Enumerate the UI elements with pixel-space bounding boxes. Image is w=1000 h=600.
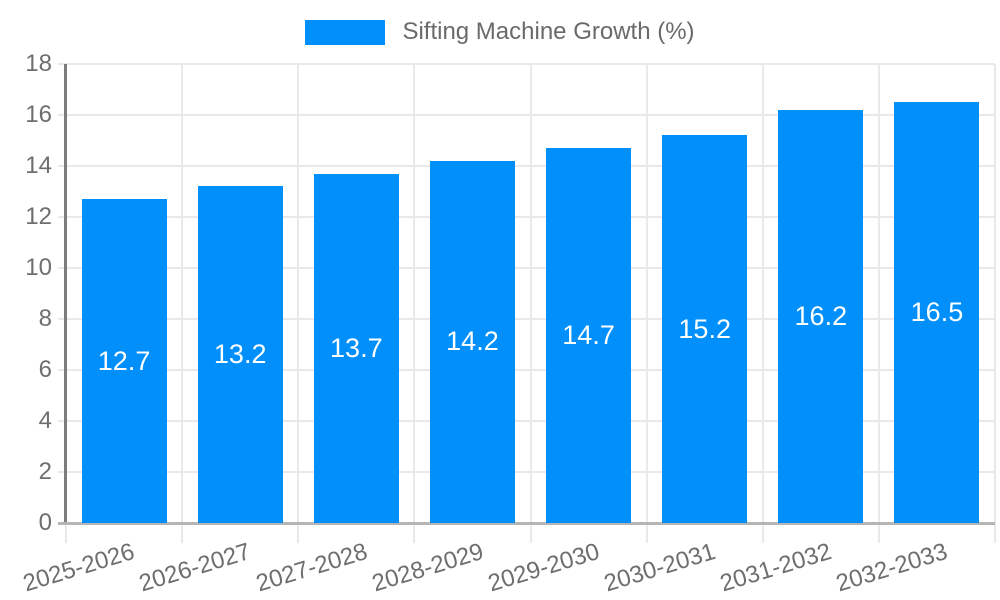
gridline-v [297, 64, 300, 543]
bar-value-label: 16.2 [794, 300, 848, 331]
gridline-v [994, 64, 996, 543]
gridline-v [413, 64, 416, 543]
bar[interactable]: 16.2 [778, 109, 864, 523]
bar[interactable]: 13.2 [197, 186, 283, 523]
bar-value-label: 14.7 [562, 320, 615, 351]
y-axis-line [64, 64, 67, 523]
y-axis-label: 2 [38, 458, 52, 485]
x-axis-label: 2032-2033 [833, 538, 951, 598]
bar[interactable]: 14.7 [546, 148, 632, 523]
legend-swatch-icon [305, 19, 386, 45]
x-axis-label: 2026-2027 [136, 538, 255, 598]
y-axis-label: 4 [38, 407, 52, 434]
gridline-v [645, 64, 648, 543]
x-axis-label: 2030-2031 [600, 538, 719, 598]
y-axis-label: 8 [38, 305, 52, 332]
x-axis-label: 2031-2032 [717, 538, 835, 598]
legend-label: Sifting Machine Growth (%) [402, 18, 695, 45]
gridline-v [181, 64, 184, 543]
gridline-h [58, 318, 995, 320]
bar-value-label: 13.7 [330, 332, 383, 363]
y-axis-label: 14 [25, 152, 52, 179]
gridline-h [58, 114, 995, 116]
y-axis-label: 16 [25, 101, 52, 128]
y-axis-label: 18 [25, 50, 52, 77]
x-axis-label: 2027-2028 [252, 538, 371, 598]
gridline-h [58, 165, 995, 167]
gridline-v [529, 64, 532, 543]
gridline-h [58, 216, 995, 218]
bar[interactable]: 13.7 [313, 173, 399, 523]
gridline-v [877, 64, 880, 543]
bar[interactable]: 12.7 [81, 199, 167, 523]
gridline-h [58, 267, 995, 269]
gridline-h [58, 63, 995, 65]
legend-item[interactable]: Sifting Machine Growth (%) [305, 18, 695, 46]
bar[interactable]: 14.2 [429, 160, 515, 523]
gridline-h [58, 420, 995, 422]
legend: Sifting Machine Growth (%) [0, 18, 1000, 46]
gridline-h [58, 471, 995, 473]
y-axis-label: 6 [38, 356, 52, 383]
bar[interactable]: 15.2 [662, 135, 748, 523]
bar-value-label: 12.7 [97, 345, 151, 376]
bar-value-label: 15.2 [678, 313, 731, 344]
y-axis-label: 10 [25, 254, 52, 281]
x-axis-label: 2025-2026 [20, 538, 138, 598]
x-axis-label: 2028-2029 [368, 538, 487, 598]
bar-value-label: 16.5 [910, 297, 964, 328]
y-axis-label: 0 [38, 509, 52, 536]
x-axis-label: 2029-2030 [484, 538, 603, 598]
bar-value-label: 14.2 [446, 326, 499, 357]
bar-value-label: 13.2 [213, 339, 267, 370]
gridline-h [58, 369, 995, 371]
gridline-v [761, 64, 764, 543]
y-axis-label: 12 [25, 203, 52, 230]
x-axis-line [58, 522, 995, 525]
bar[interactable]: 16.5 [894, 102, 980, 523]
